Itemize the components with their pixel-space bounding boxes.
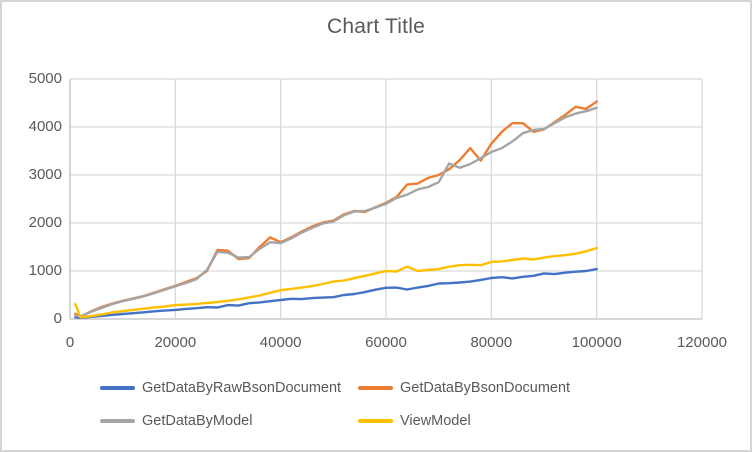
x-tick-label: 0: [65, 334, 75, 351]
legend: GetDataByRawBsonDocument GetDataByBsonDo…: [100, 378, 608, 431]
x-tick-label: 100000: [571, 334, 622, 351]
legend-item-bson-document[interactable]: GetDataByBsonDocument: [358, 378, 608, 398]
series-line-GetDataByRawBsonDocument[interactable]: [74, 267, 598, 319]
series-line-GetDataByBsonDocument[interactable]: [74, 100, 598, 318]
legend-swatch-orange-line-icon: [358, 386, 393, 390]
x-tick-label: 120000: [676, 334, 728, 351]
legend-swatch-blue-line-icon: [100, 386, 135, 390]
legend-label: GetDataByBsonDocument: [400, 380, 571, 396]
series-line-GetDataByModel[interactable]: [74, 106, 598, 318]
legend-label: GetDataByModel: [142, 413, 253, 429]
legend-label: ViewModel: [400, 413, 471, 429]
y-tick-label: 5000: [28, 70, 62, 87]
y-tick-label: 0: [53, 310, 62, 327]
y-tick-label: 1000: [28, 262, 62, 279]
legend-swatch-gray-line-icon: [100, 419, 135, 423]
series-line-ViewModel[interactable]: [74, 246, 598, 319]
y-tick-label: 4000: [28, 118, 62, 135]
y-tick-label: 3000: [28, 166, 62, 183]
x-tick-label: 60000: [365, 334, 407, 351]
legend-item-model[interactable]: GetDataByModel: [100, 411, 358, 431]
y-tick-label: 2000: [28, 214, 62, 231]
x-tick-label: 40000: [259, 334, 302, 351]
legend-item-view-model[interactable]: ViewModel: [358, 411, 608, 431]
chart-title[interactable]: Chart Title: [327, 15, 425, 38]
legend-item-raw-bson-document[interactable]: GetDataByRawBsonDocument: [100, 378, 358, 398]
legend-label: GetDataByRawBsonDocument: [142, 380, 342, 396]
x-tick-label: 80000: [470, 334, 513, 351]
x-tick-label: 20000: [154, 334, 197, 351]
legend-swatch-yellow-line-icon: [358, 419, 393, 423]
